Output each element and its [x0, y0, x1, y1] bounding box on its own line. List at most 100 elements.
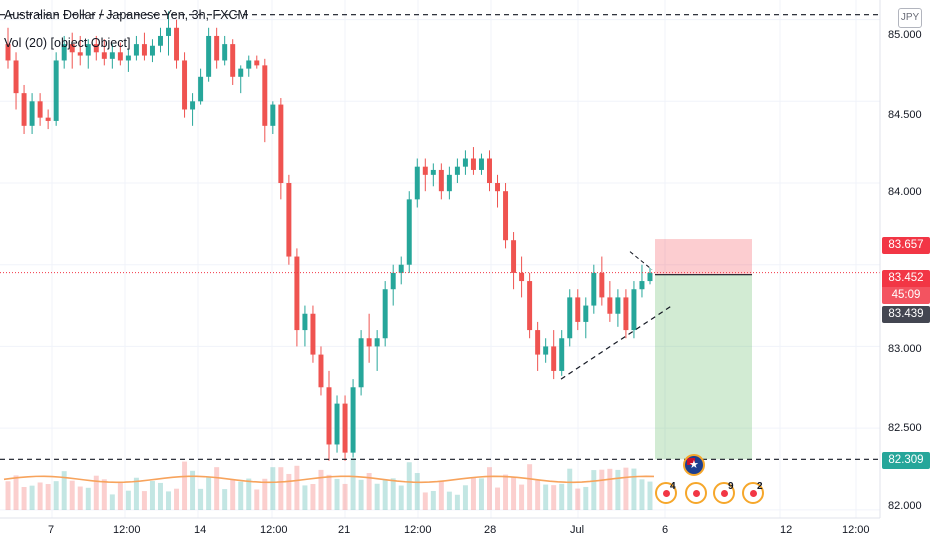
candle-body [45, 117, 51, 121]
economic-event-icon[interactable]: 4 [655, 481, 677, 504]
volume-bar [495, 487, 501, 510]
volume-bar [583, 486, 589, 510]
volume-bar [462, 485, 468, 510]
candle-body [270, 104, 276, 126]
time-tick: Jul [570, 524, 585, 536]
volume-bar [318, 469, 324, 510]
volume-bar [575, 488, 581, 510]
time-tick: 6 [662, 524, 669, 536]
time-tick: 21 [338, 524, 351, 536]
volume-bar [559, 483, 565, 510]
stop-price-label: 82.309 [882, 452, 930, 469]
candle-body [487, 158, 492, 184]
volume-bar [470, 477, 476, 510]
volume-bar [125, 490, 131, 510]
australia-flag-icon[interactable]: ★ [683, 454, 705, 476]
candle-body [527, 281, 533, 331]
candle-body [318, 354, 324, 388]
candle-body [478, 158, 484, 170]
candle-body [374, 338, 380, 347]
volume-bar [93, 475, 99, 510]
candle-body [454, 166, 460, 175]
volume-bar [398, 485, 404, 510]
volume-bar [438, 481, 444, 510]
volume-bar [358, 479, 364, 510]
volume-indicator-label[interactable]: Vol (20) [object Object] [4, 36, 131, 50]
volume-bar [623, 467, 629, 510]
volume-bar [109, 494, 115, 510]
candle-body [334, 403, 340, 445]
volume-bar [414, 473, 420, 510]
volume-bar [45, 484, 51, 510]
candle-body [53, 60, 59, 121]
time-tick: 14 [194, 524, 207, 536]
currency-button[interactable]: JPY [898, 8, 922, 28]
economic-event-icon[interactable]: 9 [713, 481, 735, 504]
volume-bar [607, 468, 613, 510]
volume-bar [278, 467, 284, 510]
candle-body [599, 272, 605, 298]
candle-body [29, 101, 35, 126]
risk-zone [655, 239, 752, 275]
candle-body [133, 44, 139, 56]
candle-body [149, 45, 155, 56]
volume-bar [182, 461, 188, 510]
volume-bar [117, 483, 123, 510]
candle-body [567, 297, 573, 339]
bar-countdown-label: 45:09 [882, 287, 930, 304]
volume-bar [615, 469, 621, 510]
candle-body [125, 55, 131, 61]
volume-bar [246, 478, 252, 510]
candle-body [141, 44, 147, 56]
volume-bar [567, 468, 573, 510]
candle-body [551, 346, 557, 371]
volume-bar [374, 483, 380, 510]
volume-bar [61, 471, 67, 510]
candle-body [262, 65, 268, 126]
price-tick: 82.000 [888, 500, 922, 512]
volume-bar [294, 465, 300, 510]
symbol-title[interactable]: Australian Dollar / Japanese Yen, 3h, FX… [4, 8, 248, 22]
time-tick: 12 [780, 524, 793, 536]
time-tick: 28 [484, 524, 497, 536]
trend-line [560, 305, 673, 380]
candle-body [198, 76, 204, 102]
candle-body [85, 44, 91, 56]
long-position-tool[interactable] [655, 239, 752, 460]
volume-bar [631, 468, 637, 510]
volume-bar [133, 477, 139, 510]
economic-event-icon[interactable]: 2 [742, 481, 764, 504]
volume-bar [446, 491, 452, 510]
candle-body [575, 297, 581, 322]
volume-bar [382, 479, 388, 510]
candle-body [470, 158, 476, 170]
candle-body [254, 60, 260, 66]
candle-body [117, 52, 123, 61]
candle-body [230, 44, 236, 77]
volume-bar [166, 491, 171, 510]
volume-bar [334, 478, 340, 510]
candle-body [591, 272, 597, 306]
candle-body [190, 101, 196, 110]
candle-body [109, 52, 115, 59]
volume-bar [366, 473, 372, 510]
volume-bar [511, 477, 517, 510]
volume-bar [254, 489, 260, 510]
volume-bar [85, 487, 91, 510]
volume-bar [270, 467, 276, 510]
candle-body [503, 191, 509, 241]
candle-body [286, 183, 292, 257]
economic-event-icon[interactable] [685, 482, 707, 504]
candle-body [278, 104, 284, 184]
drawing-lines[interactable] [0, 14, 880, 460]
volume-bar [174, 488, 180, 510]
volume-bar [230, 479, 236, 510]
reward-zone [655, 274, 752, 460]
volume-bar [535, 480, 541, 510]
candle-body [422, 166, 428, 175]
candle-body [302, 313, 308, 331]
candle-body [294, 256, 300, 331]
candle-body [21, 93, 27, 126]
